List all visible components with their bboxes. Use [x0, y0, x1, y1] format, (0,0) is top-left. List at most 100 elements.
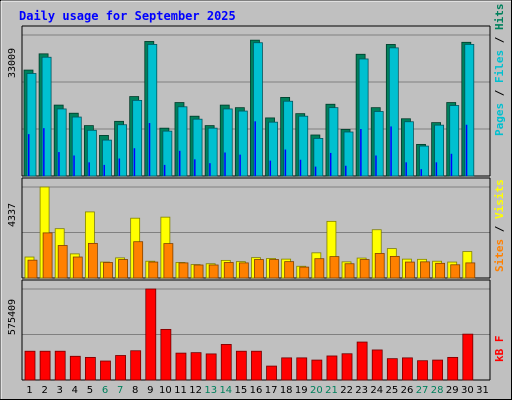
x-tick-label-day-15: 15	[235, 385, 248, 396]
x-tick-label-day-23: 23	[355, 385, 368, 396]
bar-kbf-day-4	[69, 355, 81, 381]
bar-pages-day-15	[239, 154, 241, 176]
bar-sites-day-25	[389, 255, 400, 279]
bar-kbf-day-15	[235, 350, 247, 381]
legend-separator: /	[493, 219, 506, 239]
bar-kbf-day-21	[326, 355, 338, 381]
bar-pages-day-28	[435, 162, 438, 176]
x-tick-label-day-31: 31	[476, 385, 489, 396]
x-tick-label-day-25: 25	[386, 385, 399, 396]
bar-sites-day-29	[450, 264, 461, 279]
bar-sites-day-5	[87, 242, 98, 279]
x-tick-label-day-22: 22	[340, 385, 353, 396]
x-tick-label-day-8: 8	[132, 385, 138, 396]
bar-files-day-17	[268, 121, 278, 177]
bar-sites-day-23	[359, 259, 370, 279]
bar-pages-day-14	[224, 152, 226, 176]
x-tick-label-day-1: 1	[26, 385, 32, 396]
bar-pages-day-25	[390, 126, 392, 176]
bar-pages-day-4	[73, 155, 75, 176]
bar-pages-day-21	[329, 152, 332, 176]
bar-sites-day-9	[148, 261, 159, 279]
x-tick-label-day-13: 13	[204, 385, 217, 396]
x-tick-label-day-16: 16	[250, 385, 263, 396]
bar-sites-day-12	[193, 264, 204, 279]
bar-pages-day-7	[118, 158, 121, 176]
x-tick-label-day-26: 26	[401, 385, 414, 396]
bar-pages-day-1	[28, 134, 30, 176]
bar-kbf-day-8	[130, 350, 142, 381]
x-tick-label-day-19: 19	[295, 385, 308, 396]
bar-sites-day-6	[103, 262, 113, 279]
bar-sites-day-3	[57, 245, 68, 279]
bar-kbf-day-20	[311, 359, 323, 381]
bar-files-day-13	[207, 127, 218, 177]
legend-separator: /	[493, 83, 506, 103]
bar-files-day-22	[343, 131, 354, 177]
x-tick-label-day-11: 11	[174, 385, 187, 396]
bar-pages-day-5	[88, 162, 90, 176]
bar-kbf-day-7	[115, 355, 126, 381]
x-tick-label-day-20: 20	[310, 385, 323, 396]
bar-files-day-12	[192, 118, 203, 177]
bar-sites-day-4	[72, 256, 83, 279]
bar-files-day-2	[41, 56, 52, 177]
bar-sites-day-22	[344, 263, 355, 279]
legend-visits: Visits	[493, 179, 506, 219]
bar-kbf-day-24	[371, 349, 383, 381]
x-tick-label-day-2: 2	[41, 385, 47, 396]
bar-files-day-19	[298, 115, 309, 177]
bar-pages-day-2	[43, 128, 45, 176]
chart-title: Daily usage for September 2025	[19, 9, 236, 23]
bar-pages-day-9	[148, 123, 151, 176]
x-tick-label-day-7: 7	[117, 385, 123, 396]
x-tick-label-day-21: 21	[325, 385, 338, 396]
bar-sites-day-20	[314, 258, 325, 279]
bar-files-day-11	[177, 106, 188, 177]
bar-kbf-day-25	[386, 358, 398, 381]
bar-kbf-day-30	[462, 333, 474, 381]
bar-kbf-day-27	[417, 360, 428, 381]
bar-kbf-day-10	[160, 328, 172, 381]
bar-kbf-day-26	[402, 357, 413, 381]
bar-pages-day-8	[133, 148, 136, 176]
bar-kbf-day-28	[432, 359, 444, 381]
bar-kbf-day-5	[84, 356, 96, 381]
bar-sites-day-30	[465, 262, 476, 279]
bar-sites-day-13	[208, 264, 219, 279]
x-tick-label-day-24: 24	[370, 385, 383, 396]
bar-sites-day-15	[238, 262, 249, 279]
x-tick-label-day-27: 27	[416, 385, 429, 396]
bar-kbf-day-11	[175, 352, 187, 381]
legend-hits: Hits	[493, 4, 506, 31]
bar-sites-day-28	[435, 262, 446, 279]
bar-kbf-day-6	[100, 360, 111, 381]
bar-files-day-20	[313, 138, 324, 177]
bar-sites-day-24	[374, 253, 385, 279]
x-tick-label-day-10: 10	[159, 385, 172, 396]
bar-sites-day-7	[118, 259, 128, 279]
legend-panel-2: Sites / Visits	[493, 179, 506, 272]
bar-sites-day-1	[27, 259, 38, 279]
bar-pages-day-16	[254, 121, 256, 176]
bar-pages-day-6	[103, 164, 105, 176]
bar-kbf-day-17	[266, 365, 277, 381]
bar-pages-day-19	[299, 159, 302, 176]
bar-pages-day-22	[345, 165, 347, 176]
bar-kbf-day-1	[24, 350, 36, 381]
bar-sites-day-18	[284, 261, 295, 279]
x-tick-label-day-5: 5	[87, 385, 93, 396]
x-tick-label-day-17: 17	[265, 385, 278, 396]
bar-pages-day-3	[58, 152, 60, 176]
bar-pages-day-20	[314, 166, 317, 176]
bar-pages-day-13	[209, 163, 211, 176]
bar-pages-day-23	[360, 129, 362, 176]
bar-kbf-day-14	[220, 344, 232, 381]
bar-kbf-day-23	[356, 341, 368, 381]
bar-files-day-15	[237, 110, 248, 177]
bar-kbf-day-22	[341, 353, 353, 381]
bar-kbf-day-3	[54, 350, 66, 381]
x-tick-label-day-29: 29	[446, 385, 459, 396]
bar-kbf-day-12	[190, 352, 202, 381]
